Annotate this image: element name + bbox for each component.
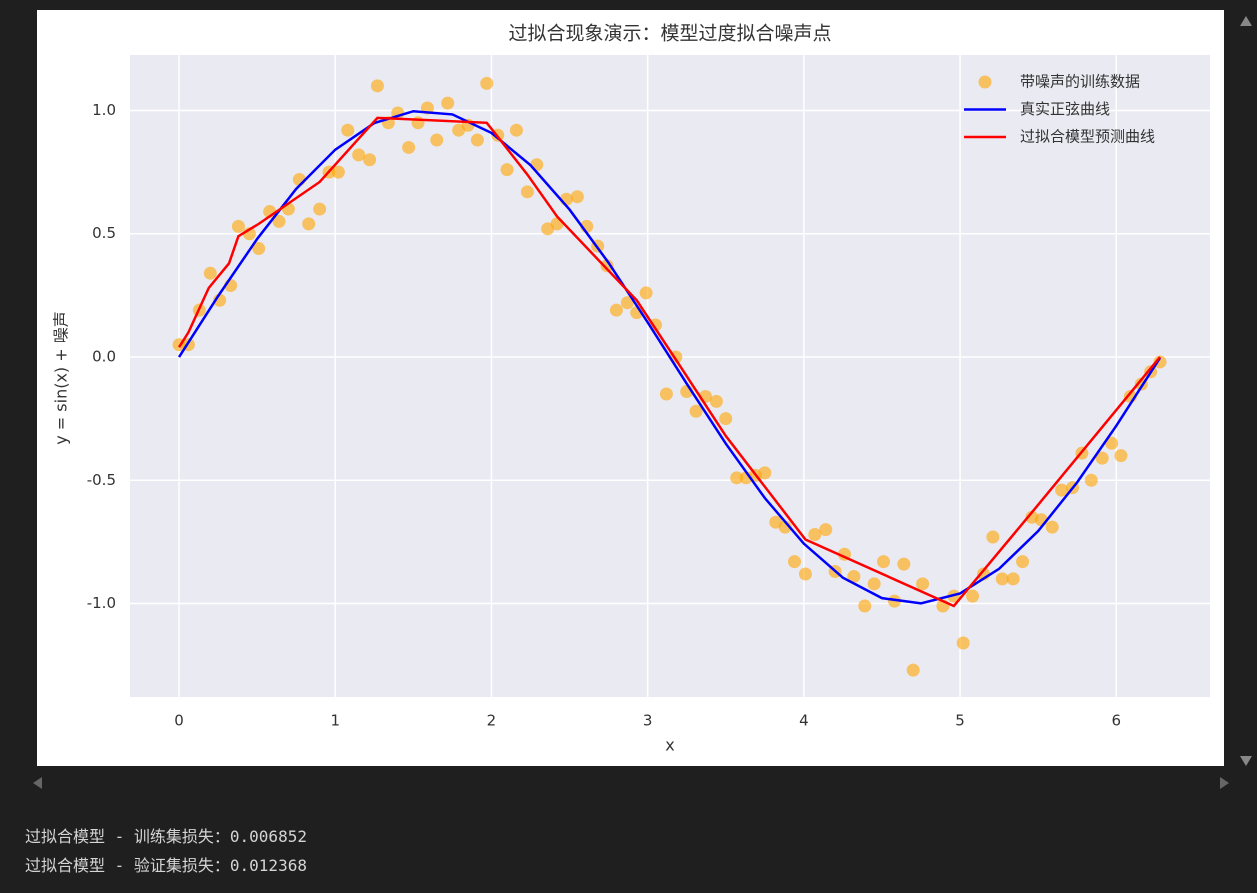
scatter-point xyxy=(1016,555,1030,569)
scatter-point xyxy=(819,523,833,537)
scatter-point xyxy=(231,219,245,233)
scatter-point xyxy=(520,185,534,199)
scatter-point xyxy=(480,76,494,90)
scatter-point xyxy=(302,217,316,231)
scatter-point xyxy=(639,286,653,300)
legend-label: 带噪声的训练数据 xyxy=(1020,73,1140,91)
scatter-point xyxy=(1114,449,1128,463)
scatter-point xyxy=(956,636,970,650)
scatter-point xyxy=(1006,572,1020,586)
chart-title: 过拟合现象演示：模型过度拟合噪声点 xyxy=(508,23,831,45)
x-axis-label: x xyxy=(665,736,674,755)
y-tick-label: 1.0 xyxy=(92,101,116,119)
scroll-right[interactable] xyxy=(1220,777,1229,789)
scatter-point xyxy=(500,163,514,177)
plot-area xyxy=(130,55,1210,697)
scatter-point xyxy=(402,140,416,154)
y-axis-label: y = sin(x) + 噪声 xyxy=(52,311,71,445)
scatter-point xyxy=(897,557,911,571)
scatter-point xyxy=(730,471,744,485)
scatter-point xyxy=(331,165,345,179)
scatter-point xyxy=(1084,473,1098,487)
scatter-point xyxy=(858,599,872,613)
scatter-point xyxy=(659,387,673,401)
scatter-point xyxy=(570,190,584,204)
scatter-point xyxy=(916,577,930,591)
scatter-point xyxy=(1045,520,1059,534)
scatter-point xyxy=(363,153,377,167)
scatter-point xyxy=(689,404,703,418)
scatter-point xyxy=(252,242,266,256)
x-tick-label: 4 xyxy=(799,712,809,730)
x-tick-label: 1 xyxy=(330,712,340,730)
scatter-point xyxy=(1105,436,1119,450)
scatter-point xyxy=(847,569,861,583)
scatter-point xyxy=(609,303,623,317)
scatter-point xyxy=(867,577,881,591)
output-line: 过拟合模型 - 验证集损失：0.012368 xyxy=(25,856,307,875)
scatter-point xyxy=(1095,451,1109,465)
scatter-point xyxy=(430,133,444,147)
y-tick-label: 0.0 xyxy=(92,348,116,366)
scatter-point xyxy=(203,266,217,280)
scatter-point xyxy=(370,79,384,93)
x-tick-label: 5 xyxy=(955,712,965,730)
scatter-point xyxy=(530,158,544,172)
y-tick-label: -1.0 xyxy=(87,594,116,612)
line xyxy=(177,109,1162,605)
scatter-point xyxy=(966,589,980,603)
x-tick-label: 3 xyxy=(643,712,653,730)
scatter-point xyxy=(313,202,327,216)
x-tick-label: 0 xyxy=(174,712,184,730)
scatter-point xyxy=(887,594,901,608)
scatter-point xyxy=(995,572,1009,586)
scatter-point xyxy=(341,123,355,137)
y-tick-label: 0.5 xyxy=(92,224,116,242)
scatter-point xyxy=(352,148,366,162)
legend-label: 过拟合模型预测曲线 xyxy=(1020,128,1155,146)
scatter-point xyxy=(758,466,772,480)
scatter-point xyxy=(550,217,564,231)
scatter-point xyxy=(272,214,286,228)
output-line: 过拟合模型 - 训练集损失：0.006852 xyxy=(25,827,307,846)
scatter-point xyxy=(1055,483,1069,497)
scroll-down[interactable] xyxy=(1240,756,1252,766)
scatter-point xyxy=(600,259,614,273)
scatter-point xyxy=(787,555,801,569)
scroll-left[interactable] xyxy=(33,777,42,789)
x-tick-label: 2 xyxy=(487,712,497,730)
scatter-point xyxy=(509,123,523,137)
scatter-point xyxy=(620,296,634,310)
legend-marker xyxy=(978,75,992,89)
scatter-point xyxy=(986,530,1000,544)
scroll-up[interactable] xyxy=(1240,16,1252,26)
line xyxy=(177,116,1161,608)
scatter-point xyxy=(798,567,812,581)
scatter-point xyxy=(906,663,920,677)
scatter-point xyxy=(877,555,891,569)
scatter-point xyxy=(470,133,484,147)
x-tick-label: 6 xyxy=(1112,712,1122,730)
y-tick-label: -0.5 xyxy=(87,471,116,489)
legend-label: 真实正弦曲线 xyxy=(1020,100,1110,118)
scatter-point xyxy=(441,96,455,110)
scatter-point xyxy=(719,412,733,426)
scatter-point xyxy=(808,528,822,542)
scatter-point xyxy=(709,394,723,408)
